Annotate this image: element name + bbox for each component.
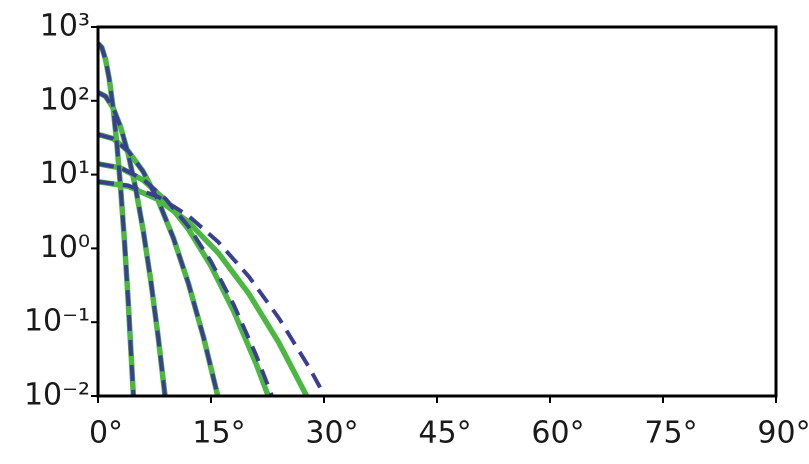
y-tick-label: 10⁻² (24, 378, 90, 413)
y-tick-label: 10¹ (40, 156, 90, 191)
y-tick-label: 10² (40, 82, 90, 117)
plot-frame (96, 25, 778, 398)
x-tick-label: 75° (644, 416, 697, 451)
series-line (98, 90, 168, 396)
series-line (98, 179, 327, 396)
y-tick-label: 10⁻¹ (24, 304, 90, 339)
plot-area (98, 41, 327, 396)
x-tick-label: 15° (192, 416, 245, 451)
series-line (98, 161, 274, 396)
x-tick-label: 90° (757, 416, 809, 451)
y-tick-label: 10⁰ (40, 230, 90, 265)
x-tick-label: 45° (418, 416, 471, 451)
x-tick-label: 30° (305, 416, 358, 451)
y-tick-label: 10³ (40, 9, 90, 44)
x-tick-label: 60° (531, 416, 584, 451)
x-tick-label: 0° (89, 416, 123, 451)
series-line (98, 41, 136, 396)
